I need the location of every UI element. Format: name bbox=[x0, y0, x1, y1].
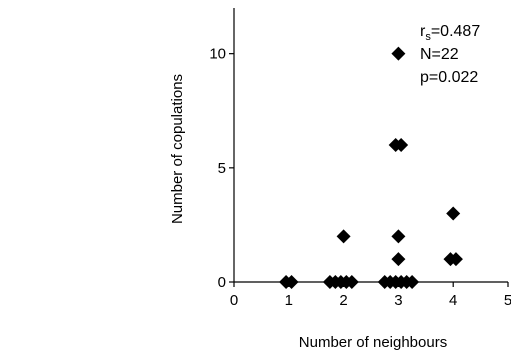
data-point bbox=[394, 138, 409, 152]
data-point bbox=[344, 275, 359, 289]
data-point bbox=[391, 46, 406, 61]
x-axis-title: Number of neighbours bbox=[299, 334, 447, 351]
x-ticks: 0 1 2 3 4 5 bbox=[230, 282, 511, 309]
data-point bbox=[405, 275, 420, 289]
data-point bbox=[391, 229, 406, 244]
p-value-label: p=0.022 bbox=[420, 69, 478, 86]
x-tick-label: 2 bbox=[339, 292, 347, 309]
r-subscript: s bbox=[425, 31, 431, 43]
x-tick-label: 4 bbox=[449, 292, 457, 309]
y-tick-label: 0 bbox=[218, 274, 226, 291]
sample-size-label: N=22 bbox=[420, 46, 459, 63]
r-symbol: r bbox=[420, 23, 426, 40]
x-tick-label: 3 bbox=[394, 292, 402, 309]
data-point bbox=[448, 252, 463, 267]
r-value: =0.487 bbox=[431, 23, 480, 40]
x-tick-label: 5 bbox=[504, 292, 511, 309]
stats-annotation: rs=0.487 N=22 p=0.022 bbox=[420, 23, 480, 86]
x-tick-label: 0 bbox=[230, 292, 238, 309]
data-points bbox=[279, 46, 463, 289]
axes bbox=[233, 8, 508, 283]
data-point bbox=[336, 229, 351, 244]
data-point bbox=[446, 206, 461, 221]
data-point bbox=[284, 275, 299, 289]
data-point bbox=[391, 252, 406, 267]
x-tick-label: 1 bbox=[285, 292, 293, 309]
y-ticks: 0 5 10 bbox=[209, 46, 234, 291]
y-tick-label: 10 bbox=[209, 46, 226, 63]
spearman-r-label: rs=0.487 bbox=[420, 23, 480, 43]
y-axis-title: Number of copulations bbox=[169, 74, 186, 224]
y-tick-label: 5 bbox=[218, 160, 226, 177]
